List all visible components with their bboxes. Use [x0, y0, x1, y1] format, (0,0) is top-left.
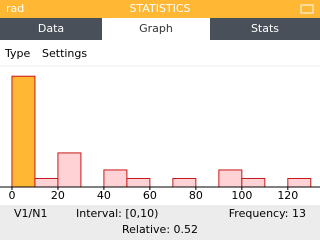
menu-button[interactable]: Type: [4, 47, 30, 60]
x-tick-label: 0: [8, 189, 15, 202]
tab-bg-selected: [102, 18, 210, 40]
x-tick-label: 80: [189, 189, 203, 202]
bar: [103, 169, 128, 188]
bar: [287, 177, 312, 188]
series-label: V1/N1: [14, 207, 47, 220]
angle-mode: rad: [6, 2, 24, 15]
interval: Interval: [0,10): [76, 207, 158, 220]
plot: 0 20 40 60 80 100 120: [0, 75, 320, 202]
relative: Relative: 0.52: [122, 223, 198, 236]
frequency: Frequency: 13: [229, 207, 306, 220]
battery-icon: [300, 4, 314, 14]
tab[interactable]: Data: [38, 22, 64, 35]
bar: [241, 177, 266, 188]
bar: [57, 152, 82, 188]
x-tick-label: 20: [51, 189, 65, 202]
bar: [11, 75, 36, 188]
x-tick-label: 60: [143, 189, 157, 202]
bar: [126, 177, 151, 188]
x-tick-label: 100: [231, 189, 252, 202]
bar: [218, 169, 243, 188]
x-tick-label: 120: [277, 189, 298, 202]
status-bar: [0, 0, 320, 18]
app-title: STATISTICS: [129, 2, 190, 15]
footer-bg: [0, 205, 320, 240]
tab[interactable]: Stats: [251, 22, 279, 35]
tab[interactable]: Graph: [139, 22, 173, 35]
tab-bg: [210, 18, 320, 40]
x-tick-label: 40: [97, 189, 111, 202]
bar: [34, 177, 59, 188]
menu-button[interactable]: Settings: [42, 47, 87, 60]
tab-bg: [0, 18, 102, 40]
bar: [172, 177, 197, 188]
